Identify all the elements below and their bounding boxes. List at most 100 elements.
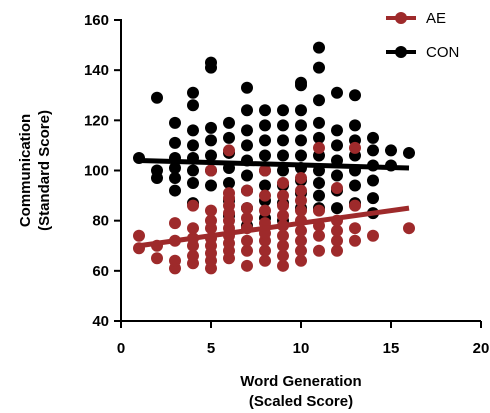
ae-point xyxy=(277,199,289,212)
con-point xyxy=(331,124,343,137)
con-point xyxy=(205,149,217,162)
ae-point xyxy=(295,234,307,247)
con-point xyxy=(259,179,271,192)
con-point xyxy=(205,134,217,147)
con-point xyxy=(295,104,307,117)
con-point xyxy=(277,149,289,162)
ae-point xyxy=(241,244,253,257)
con-point xyxy=(241,139,253,152)
con-fit-line xyxy=(138,157,410,171)
ae-point xyxy=(295,224,307,237)
ae-point xyxy=(277,229,289,242)
y-tick-label: 60 xyxy=(92,263,109,280)
ae-point xyxy=(277,259,289,272)
ae-point xyxy=(241,259,253,272)
con-point xyxy=(187,86,199,99)
ae-point xyxy=(295,172,307,185)
con-point xyxy=(187,164,199,177)
ae-point xyxy=(349,199,361,212)
ae-point xyxy=(277,177,289,190)
ae-point xyxy=(259,254,271,267)
con-point xyxy=(313,61,325,74)
ae-point xyxy=(259,164,271,177)
y-tick-label: 100 xyxy=(84,163,109,180)
con-point xyxy=(259,104,271,117)
ae-point xyxy=(367,229,379,242)
con-point xyxy=(295,76,307,89)
con-point xyxy=(187,99,199,112)
legend-ae-label: AE xyxy=(426,10,446,27)
ae-point xyxy=(205,204,217,217)
ae-point xyxy=(133,229,145,242)
legend-ae-marker xyxy=(395,12,407,24)
con-point xyxy=(277,119,289,132)
con-point xyxy=(313,177,325,190)
ae-point xyxy=(349,234,361,247)
con-point xyxy=(169,172,181,185)
ae-point xyxy=(295,204,307,217)
ae-point xyxy=(187,249,199,262)
ae-point xyxy=(331,234,343,247)
ae-point xyxy=(277,249,289,262)
con-point xyxy=(187,177,199,190)
con-point xyxy=(205,56,217,69)
legend: AE CON xyxy=(386,10,459,61)
ae-point xyxy=(313,244,325,257)
ae-point xyxy=(277,209,289,222)
ae-point xyxy=(223,144,235,157)
con-point xyxy=(187,124,199,137)
ae-point xyxy=(151,252,163,265)
con-point xyxy=(187,139,199,152)
con-point xyxy=(295,134,307,147)
con-point xyxy=(313,116,325,129)
plot-area xyxy=(133,41,415,275)
axes: 40 60 80 100 120 140 160 0 5 10 15 20 xyxy=(84,12,489,357)
ae-point xyxy=(259,244,271,257)
ae-point xyxy=(187,199,199,212)
con-point xyxy=(241,104,253,117)
con-point xyxy=(151,91,163,104)
ae-point xyxy=(295,194,307,207)
con-point xyxy=(331,202,343,215)
con-point xyxy=(223,116,235,129)
y-tick-label: 120 xyxy=(84,112,109,129)
con-point xyxy=(169,184,181,197)
y-tick-label: 160 xyxy=(84,12,109,29)
ae-point xyxy=(295,244,307,257)
ae-point xyxy=(331,244,343,257)
ae-point xyxy=(349,141,361,154)
con-point xyxy=(313,94,325,107)
con-point xyxy=(223,131,235,144)
x-tick-label: 15 xyxy=(383,340,400,357)
con-point xyxy=(403,146,415,159)
ae-point xyxy=(241,212,253,225)
y-axis-subtitle: (Standard Score) xyxy=(36,110,53,231)
con-point xyxy=(205,121,217,134)
ae-point xyxy=(331,182,343,195)
con-point xyxy=(313,189,325,202)
con-point xyxy=(313,41,325,54)
x-axis-title: Word Generation xyxy=(240,373,361,390)
con-point xyxy=(295,119,307,132)
con-point xyxy=(331,139,343,152)
ae-point xyxy=(313,204,325,217)
x-tick-label: 0 xyxy=(117,340,125,357)
con-point xyxy=(277,134,289,147)
ae-point xyxy=(241,184,253,197)
ae-fit-line xyxy=(138,205,410,249)
x-axis-subtitle: (Scaled Score) xyxy=(249,393,353,410)
con-point xyxy=(367,144,379,157)
ae-point xyxy=(187,222,199,235)
con-point xyxy=(367,192,379,205)
ae-point xyxy=(169,254,181,267)
ae-point xyxy=(169,217,181,230)
ae-point xyxy=(331,224,343,237)
con-point xyxy=(331,86,343,99)
con-point xyxy=(349,119,361,132)
legend-con-marker xyxy=(395,46,407,58)
con-point xyxy=(169,136,181,149)
y-axis-title: Communication xyxy=(17,114,34,227)
ae-point xyxy=(295,254,307,267)
ae-point xyxy=(205,214,217,227)
